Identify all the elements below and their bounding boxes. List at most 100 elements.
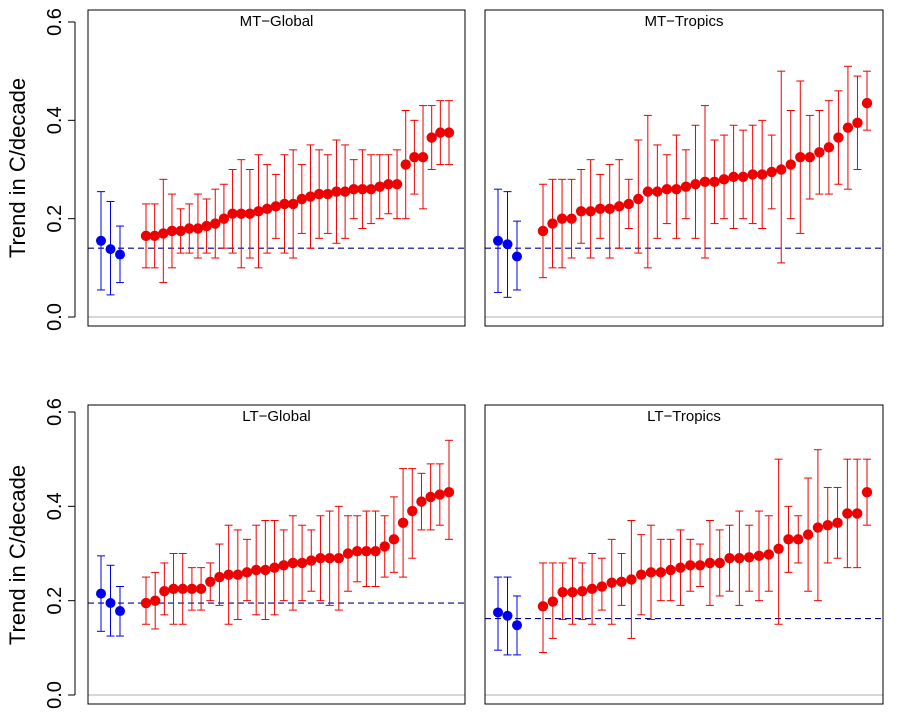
model-point [842, 508, 853, 519]
model-point [690, 179, 701, 190]
model-point [861, 97, 873, 109]
y-tick-label: 0.2 [44, 587, 66, 615]
model-point [388, 534, 400, 545]
model-point [443, 486, 455, 498]
model-point [296, 193, 308, 205]
model-point [158, 228, 169, 239]
model-point [425, 491, 436, 503]
observation-point [512, 620, 522, 631]
y-tick-label: 0.6 [44, 398, 66, 426]
model-point [175, 225, 186, 237]
model-point [214, 571, 225, 583]
panel-title: MT−Tropics [644, 13, 723, 30]
model-point [244, 208, 256, 219]
model-point [537, 601, 549, 612]
y-axis-label: Trend in C/decade [5, 78, 30, 258]
model-point [675, 562, 686, 573]
model-point [783, 534, 794, 545]
model-point [822, 520, 833, 531]
model-point [324, 553, 335, 564]
model-point [793, 534, 804, 545]
observation-point [512, 251, 522, 262]
panel-2: MT−Tropics [484, 9, 884, 327]
model-point [652, 186, 663, 197]
model-point [623, 198, 634, 210]
plot-frame [87, 9, 466, 327]
model-point [331, 186, 342, 197]
model-point [383, 179, 394, 190]
model-point [671, 183, 682, 195]
model-point [704, 557, 716, 569]
model-point [296, 557, 308, 569]
model-point [223, 569, 234, 580]
model-point [250, 564, 262, 576]
panel-3: LT−Global 0.0 0.2 0.4 0.6 Trend in C/decade [5, 398, 466, 709]
model-point [416, 496, 427, 507]
model-point [842, 122, 854, 133]
model-point [166, 225, 178, 237]
model-point [357, 183, 368, 195]
model-point [823, 142, 835, 153]
y-tick-label: 0.0 [44, 681, 66, 709]
model-point [218, 213, 230, 224]
model-point [633, 193, 644, 205]
model-point [287, 198, 299, 210]
model-point [227, 208, 238, 219]
model-point [577, 586, 588, 597]
model-point [734, 553, 745, 564]
model-point [766, 166, 777, 178]
y-tick-label: 0.4 [44, 492, 66, 520]
model-point [604, 203, 615, 215]
model-point [665, 564, 676, 576]
model-point [140, 230, 152, 242]
model-series [537, 449, 873, 654]
model-point [348, 183, 359, 195]
model-point [140, 597, 152, 609]
model-point [566, 213, 577, 224]
model-point [379, 541, 390, 552]
model-point [409, 152, 420, 163]
model-point [149, 595, 161, 606]
model-point [814, 147, 825, 158]
observation-series [96, 555, 125, 637]
panel-4: LT−Tropics [484, 404, 884, 705]
model-point [547, 218, 558, 229]
observation-point [115, 249, 125, 260]
model-point [661, 183, 673, 195]
y-tick-label: 0.4 [44, 106, 66, 134]
observation-point [96, 588, 106, 599]
model-point [861, 486, 873, 498]
observation-point [105, 598, 116, 609]
model-point [714, 557, 725, 569]
model-point [168, 583, 179, 595]
plot-frame [484, 404, 884, 705]
model-point [361, 545, 372, 557]
model-point [556, 213, 568, 224]
model-point [313, 188, 325, 200]
observation-point [105, 244, 116, 255]
model-point [802, 529, 814, 540]
model-point [159, 586, 170, 597]
model-point [192, 223, 204, 234]
model-point [184, 223, 195, 234]
model-point [728, 171, 739, 183]
model-point [596, 581, 608, 592]
model-point [195, 583, 207, 595]
model-series [140, 100, 455, 284]
model-point [434, 489, 446, 500]
model-point [253, 206, 264, 217]
model-point [391, 179, 403, 190]
model-point [655, 567, 667, 578]
model-point [270, 201, 282, 212]
model-point [585, 206, 596, 217]
model-point [210, 218, 221, 229]
model-point [537, 225, 549, 237]
observation-point [493, 607, 503, 618]
panel-title: LT−Global [242, 408, 311, 425]
observation-series [493, 576, 522, 656]
model-point [645, 567, 657, 578]
model-point [616, 576, 627, 587]
model-point [753, 550, 765, 562]
model-point [186, 583, 198, 595]
model-point [785, 159, 796, 170]
